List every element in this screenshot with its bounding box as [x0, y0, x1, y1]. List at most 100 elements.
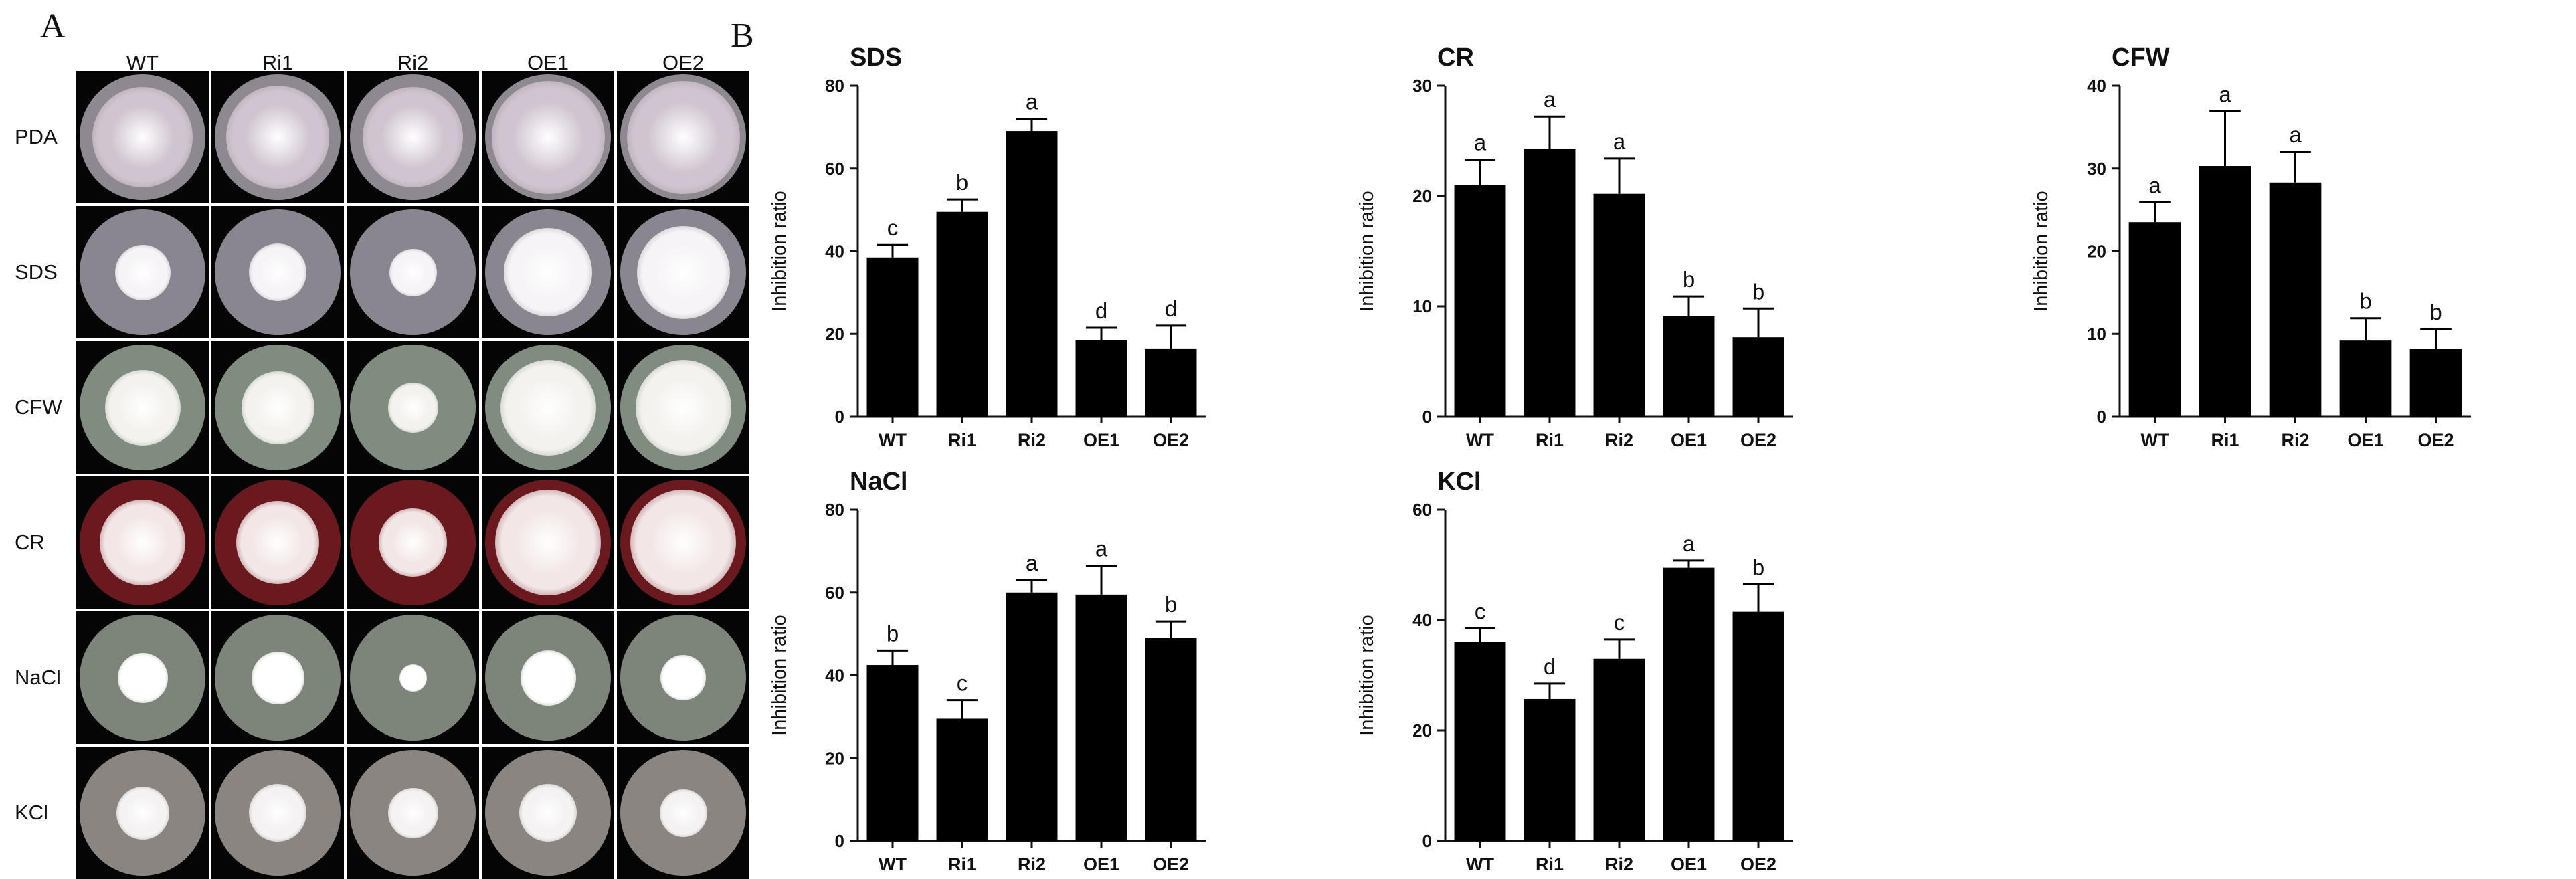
- y-tick-label: 0: [1422, 831, 1432, 851]
- significance-letter: a: [1544, 87, 1556, 112]
- fungal-colony: [660, 655, 706, 700]
- y-tick-label: 0: [835, 831, 844, 851]
- bar: [866, 257, 919, 417]
- x-tick-label: OE1: [1671, 430, 1707, 450]
- y-tick-label: 30: [2087, 159, 2106, 179]
- chart-title: SDS: [850, 43, 902, 72]
- x-tick-label: OE2: [1740, 854, 1776, 874]
- bar: [1732, 337, 1784, 417]
- significance-letter: b: [1752, 555, 1764, 579]
- y-tick-label: 40: [1412, 610, 1432, 630]
- plate-row-label: KCl: [15, 801, 48, 824]
- plate-photo: [211, 341, 344, 474]
- significance-letter: d: [1095, 298, 1107, 323]
- plate-photo: [347, 747, 479, 879]
- y-tick-label: 20: [2087, 241, 2106, 262]
- fungal-colony: [520, 650, 576, 706]
- plate-photo: [482, 206, 614, 338]
- plate-photo: [211, 747, 344, 879]
- significance-letter: b: [887, 621, 899, 646]
- plate-photo: [482, 611, 614, 744]
- fungal-colony: [495, 490, 601, 595]
- y-tick-label: 30: [1412, 76, 1432, 96]
- fungal-colony: [379, 508, 447, 577]
- bar: [1075, 594, 1127, 841]
- y-tick-label: 60: [825, 159, 844, 179]
- y-tick-label: 40: [825, 666, 844, 686]
- chart-title: KCl: [1437, 468, 1481, 496]
- plate-photo: [482, 341, 614, 474]
- chart-title: NaCl: [850, 468, 908, 496]
- plate-photo: [617, 341, 749, 474]
- fungal-colony: [241, 371, 314, 444]
- plate-column-label: OE2: [662, 51, 705, 74]
- fungal-colony: [389, 248, 437, 296]
- x-tick-label: Ri2: [1018, 430, 1046, 450]
- fungal-colony: [500, 359, 596, 456]
- x-tick-label: OE1: [1671, 854, 1707, 874]
- chart-title: CR: [1437, 43, 1474, 72]
- bar: [1145, 348, 1197, 417]
- significance-letter: c: [1475, 599, 1486, 623]
- fungal-colony: [491, 80, 605, 194]
- plate-photo: [76, 71, 209, 203]
- y-tick-label: 20: [1412, 720, 1432, 741]
- x-tick-label: Ri2: [2281, 430, 2309, 450]
- bar: [2199, 166, 2251, 417]
- bar: [2128, 222, 2181, 417]
- significance-letter: a: [2219, 82, 2231, 106]
- significance-letter: a: [1613, 129, 1626, 154]
- x-tick-label: Ri1: [948, 854, 976, 874]
- x-tick-label: WT: [1466, 430, 1494, 450]
- significance-letter: d: [1544, 654, 1556, 679]
- plate-photo: [76, 747, 209, 879]
- fungal-colony: [504, 228, 592, 316]
- bar: [1006, 592, 1058, 841]
- fungal-colony: [236, 501, 319, 584]
- y-tick-label: 60: [825, 583, 844, 603]
- y-tick-label: 40: [825, 241, 844, 262]
- x-tick-label: Ri1: [1536, 854, 1564, 874]
- fungal-colony: [630, 490, 736, 595]
- bar: [1593, 193, 1645, 417]
- fungal-colony: [626, 80, 740, 194]
- fungal-colony: [635, 359, 731, 456]
- fungal-colony: [251, 651, 304, 704]
- bar: [1145, 638, 1197, 841]
- plate-photo: [347, 476, 479, 609]
- bar: [1593, 658, 1645, 841]
- y-tick-label: 40: [2087, 76, 2106, 96]
- significance-letter: b: [2429, 300, 2442, 324]
- significance-letter: b: [956, 170, 968, 195]
- x-tick-label: OE2: [2417, 430, 2454, 450]
- significance-letter: b: [1752, 279, 1764, 304]
- y-axis-title: Inhibition ratio: [1356, 615, 1378, 736]
- bar: [2409, 349, 2462, 417]
- bar: [1075, 340, 1127, 417]
- x-tick-label: WT: [2141, 430, 2169, 450]
- x-tick-label: Ri2: [1605, 854, 1633, 874]
- y-tick-label: 0: [835, 407, 844, 427]
- y-tick-label: 10: [2087, 324, 2106, 344]
- plate-column-label: Ri2: [397, 51, 429, 74]
- x-tick-label: Ri1: [1536, 430, 1564, 450]
- y-axis-title: Inhibition ratio: [1356, 191, 1378, 312]
- y-tick-label: 0: [1422, 407, 1432, 427]
- bar: [1454, 642, 1506, 841]
- bar: [1524, 149, 1576, 417]
- bar: [1454, 185, 1506, 417]
- y-tick-label: 80: [825, 76, 844, 96]
- bar: [936, 211, 988, 417]
- plate-photo: [347, 71, 479, 203]
- fungal-colony: [117, 652, 168, 703]
- significance-letter: b: [1165, 592, 1177, 617]
- bar: [1663, 567, 1715, 841]
- plate-photo: [347, 611, 479, 744]
- fungal-colony: [659, 789, 707, 837]
- x-tick-label: OE1: [2347, 430, 2383, 450]
- fungal-colony: [226, 86, 329, 189]
